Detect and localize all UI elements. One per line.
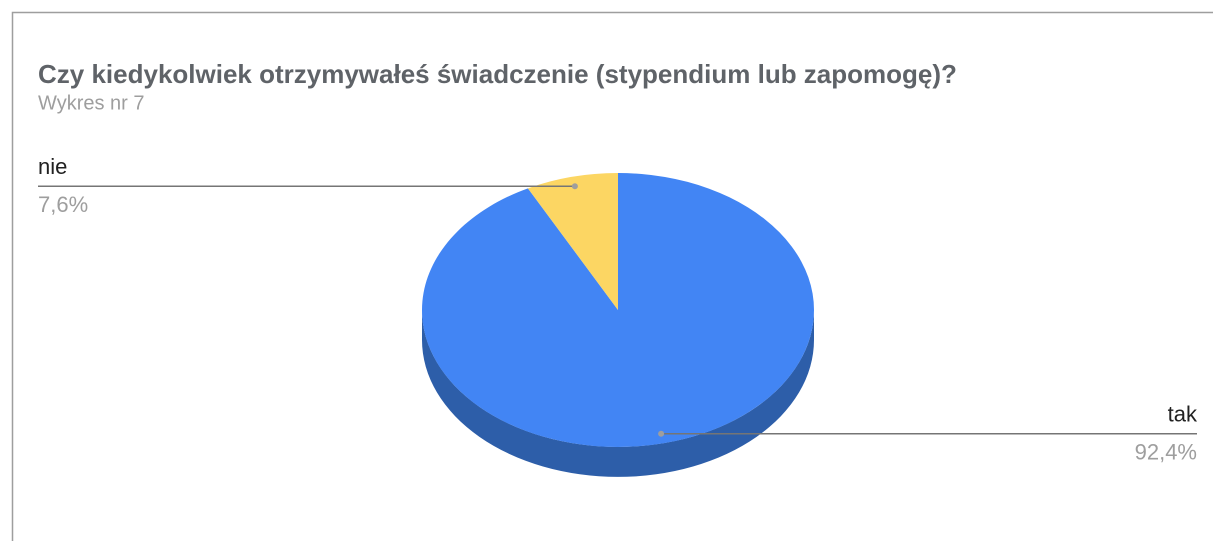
slice-value-label: 7,6% <box>38 192 88 217</box>
slice-value-label: 92,4% <box>1135 440 1197 465</box>
pie-slice <box>527 173 618 310</box>
slice-label: tak <box>1168 402 1198 427</box>
chart-title: Czy kiedykolwiek otrzymywałeś świadczeni… <box>38 59 957 89</box>
leader-dot <box>571 183 578 190</box>
pie-slice <box>421 173 814 447</box>
leader-dot <box>658 430 665 437</box>
slice-label: nie <box>38 154 67 179</box>
chart-subtitle: Wykres nr 7 <box>38 92 145 114</box>
chart-border <box>11 11 1213 541</box>
pie-slice-side <box>422 310 814 477</box>
